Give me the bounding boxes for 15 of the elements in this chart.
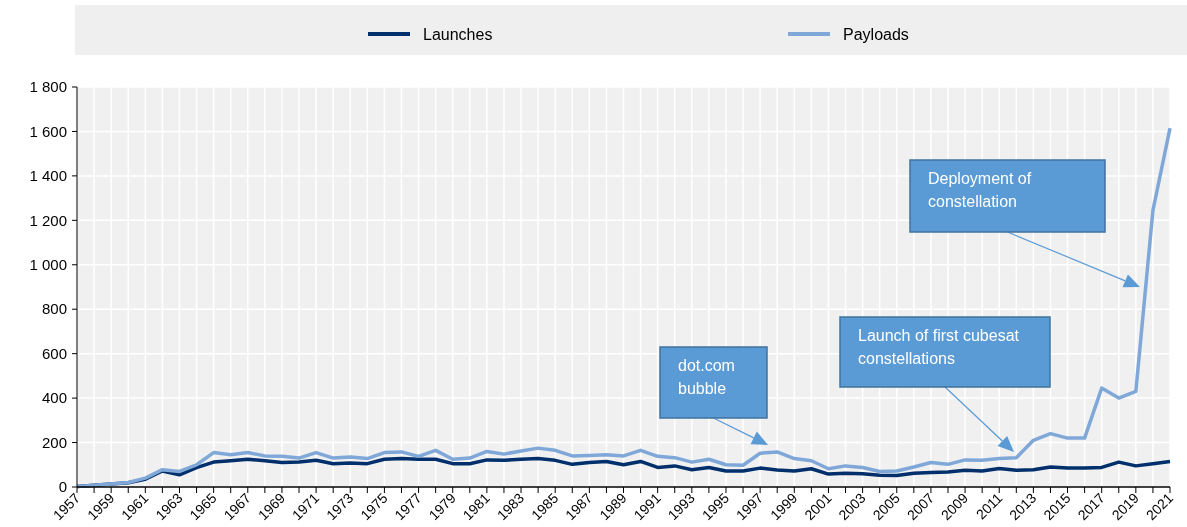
- y-tick-label: 1 800: [29, 78, 67, 96]
- annotation: dot.com bubble: [678, 357, 735, 397]
- y-tick-label: 600: [41, 344, 67, 362]
- annotation: Launch of first cubesat constellations: [858, 327, 1020, 367]
- y-tick-label: 0: [58, 478, 67, 496]
- y-tick-label: 200: [41, 433, 67, 451]
- y-tick-label: 1 400: [29, 167, 67, 185]
- y-tick-label: 800: [41, 300, 67, 318]
- y-tick-label: 400: [41, 389, 67, 407]
- y-tick-label: 1 200: [29, 211, 67, 229]
- legend-label: Payloads: [843, 25, 909, 43]
- y-tick-label: 1 600: [29, 122, 67, 140]
- annotation: Deployment of constellation: [928, 170, 1032, 210]
- y-tick-label: 1 000: [29, 256, 67, 274]
- legend-label: Launches: [423, 25, 493, 43]
